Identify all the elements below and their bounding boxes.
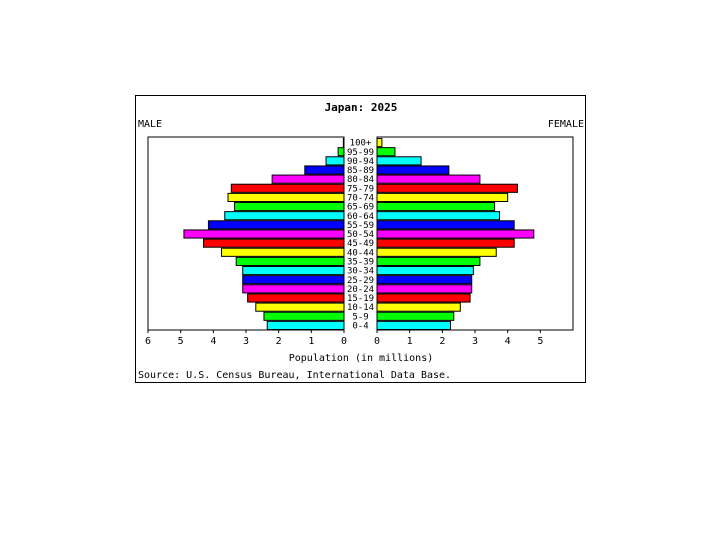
female-bar-45-49	[376, 238, 515, 248]
age-label-10-14: 10-14	[347, 303, 374, 313]
male-bar-50-54	[183, 229, 345, 239]
female-label: FEMALE	[548, 119, 584, 130]
male-tick-5: 5	[178, 336, 184, 347]
female-bar-50-54	[376, 229, 535, 239]
female-bar-40-44	[376, 247, 497, 257]
female-bar-95-99	[376, 147, 396, 157]
male-bar-40-44	[221, 247, 345, 257]
age-label-90-94: 90-94	[347, 157, 374, 167]
age-label-80-84: 80-84	[347, 175, 374, 185]
age-label-60-64: 60-64	[347, 212, 374, 222]
male-bar-60-64	[224, 211, 345, 221]
age-label-85-89: 85-89	[347, 166, 374, 176]
female-axis-ticks: 0 1 2 3 4 5	[374, 330, 543, 347]
female-bar-75-79	[376, 183, 518, 193]
age-label-35-39: 35-39	[347, 258, 374, 268]
female-tick-2: 2	[439, 336, 445, 347]
source-note: Source: U.S. Census Bureau, Internationa…	[138, 370, 451, 381]
female-bar-65-69	[376, 202, 496, 212]
male-tick-4: 4	[210, 336, 216, 347]
female-bar-0-4	[376, 320, 451, 331]
male-bar-65-69	[234, 202, 345, 212]
male-bar-100+	[342, 138, 345, 148]
male-bar-20-24	[242, 284, 345, 294]
male-bar-25-29	[242, 275, 345, 285]
population-pyramid-chart: Japan: 2025 MALE FEMALE 100+ 95-99 90-94 85…	[135, 95, 586, 383]
age-label-95-99: 95-99	[347, 148, 374, 158]
age-label-55-59: 55-59	[347, 221, 374, 231]
female-bar-10-14	[376, 302, 461, 312]
male-bar-85-89	[304, 165, 345, 175]
male-tick-2: 2	[276, 336, 282, 347]
male-bar-95-99	[337, 147, 345, 157]
male-tick-6: 6	[145, 336, 151, 347]
female-bar-35-39	[376, 256, 481, 267]
age-group-labels: 100+95-9990-9485-8980-8475-7970-7465-696…	[347, 139, 374, 332]
female-bar-15-19	[376, 293, 471, 303]
female-tick-1: 1	[407, 336, 413, 347]
male-label: MALE	[138, 119, 162, 130]
male-axis-ticks: 6 5 4 3 2 1 0	[145, 330, 347, 347]
male-bar-80-84	[271, 174, 345, 184]
female-tick-0: 0	[374, 336, 380, 347]
female-bar-20-24	[376, 284, 473, 294]
age-label-100+: 100+	[350, 139, 372, 149]
male-tick-0: 0	[341, 336, 347, 347]
male-bar-90-94	[325, 156, 345, 166]
female-tick-4: 4	[505, 336, 511, 347]
age-label-70-74: 70-74	[347, 194, 374, 204]
female-bar-90-94	[376, 156, 422, 166]
age-label-75-79: 75-79	[347, 184, 374, 194]
female-bars	[376, 138, 535, 331]
age-label-30-34: 30-34	[347, 267, 374, 277]
male-bars	[183, 138, 345, 331]
female-tick-3: 3	[472, 336, 478, 347]
male-bar-15-19	[247, 293, 345, 303]
male-bar-0-4	[266, 320, 345, 331]
female-bar-25-29	[376, 275, 473, 285]
female-bar-100+	[376, 138, 383, 148]
female-tick-5: 5	[537, 336, 543, 347]
male-bar-45-49	[203, 238, 345, 248]
male-bar-55-59	[207, 220, 345, 230]
female-bar-30-34	[376, 266, 474, 276]
male-bar-70-74	[227, 192, 345, 202]
age-label-20-24: 20-24	[347, 285, 374, 295]
female-bar-85-89	[376, 165, 450, 175]
chart-title: Japan: 2025	[325, 101, 398, 114]
male-bar-5-9	[263, 311, 345, 321]
male-bar-10-14	[255, 302, 345, 312]
female-bar-80-84	[376, 174, 481, 184]
age-label-65-69: 65-69	[347, 203, 374, 213]
age-label-45-49: 45-49	[347, 239, 374, 249]
female-bar-60-64	[376, 211, 500, 221]
age-label-40-44: 40-44	[347, 248, 374, 258]
age-label-0-4: 0-4	[352, 322, 368, 332]
age-label-15-19: 15-19	[347, 294, 374, 304]
male-bar-75-79	[230, 183, 345, 193]
male-bar-35-39	[235, 256, 345, 267]
female-bar-70-74	[376, 192, 509, 202]
male-tick-3: 3	[243, 336, 249, 347]
x-axis-label: Population (in millions)	[289, 353, 434, 364]
female-bar-55-59	[376, 220, 515, 230]
age-label-25-29: 25-29	[347, 276, 374, 286]
age-label-5-9: 5-9	[352, 312, 368, 322]
male-bar-30-34	[242, 266, 345, 276]
age-label-50-54: 50-54	[347, 230, 374, 240]
female-bar-5-9	[376, 311, 455, 321]
male-tick-1: 1	[308, 336, 314, 347]
